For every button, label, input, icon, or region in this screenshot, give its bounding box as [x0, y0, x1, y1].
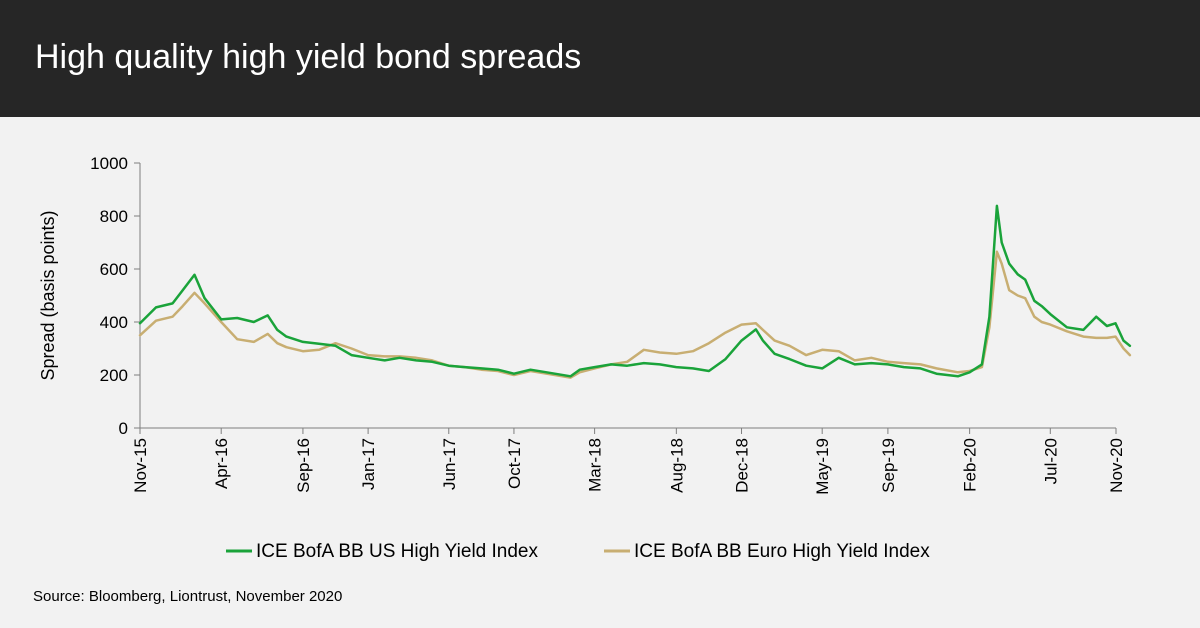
source-note: Source: Bloomberg, Liontrust, November 2…	[33, 588, 343, 605]
page-title: High quality high yield bond spreads	[35, 38, 582, 76]
series-line-us	[138, 204, 1132, 378]
x-tick-label: Aug-18	[667, 438, 686, 493]
x-tick-label: Jun-17	[440, 438, 459, 490]
x-tick-label: Sep-19	[879, 438, 898, 493]
y-tick-label: 1000	[90, 154, 128, 173]
legend: ICE BofA BB US High Yield Index ICE BofA …	[226, 541, 930, 562]
x-tick-label: Dec-18	[733, 438, 752, 493]
y-tick-label: 600	[100, 260, 128, 279]
series-line-euro	[138, 250, 1132, 379]
x-tick-label: Jul-20	[1041, 438, 1060, 484]
y-tick-label: 400	[100, 313, 128, 332]
x-tick-label: Apr-16	[212, 438, 231, 489]
x-tick-label: Nov-20	[1107, 438, 1126, 493]
legend-label-euro: ICE BofA BB Euro High Yield Index	[634, 541, 930, 562]
x-tick-label: Mar-18	[586, 438, 605, 492]
x-tick-label: May-19	[813, 438, 832, 495]
x-tick-label: Jan-17	[359, 438, 378, 490]
legend-label-us: ICE BofA BB US High Yield Index	[256, 541, 538, 562]
x-tick-label: Feb-20	[961, 438, 980, 492]
header-bar: High quality high yield bond spreads	[0, 0, 1200, 117]
y-axis-label: Spread (basis points)	[38, 210, 58, 380]
series-lines	[138, 204, 1132, 379]
x-tick-label: Nov-15	[131, 438, 150, 493]
chart: 0 200 400 600 800 1000 Nov-15 Apr-16 Sep-16 Jan-1…	[38, 154, 1132, 562]
x-tick-label: Oct-17	[505, 438, 524, 489]
y-tick-label: 0	[119, 419, 128, 438]
x-tick-label: Sep-16	[294, 438, 313, 493]
y-tick-label: 800	[100, 207, 128, 226]
y-tick-label: 200	[100, 366, 128, 385]
axes: 0 200 400 600 800 1000 Nov-15 Apr-16 Sep-16 Jan-1…	[38, 154, 1126, 495]
